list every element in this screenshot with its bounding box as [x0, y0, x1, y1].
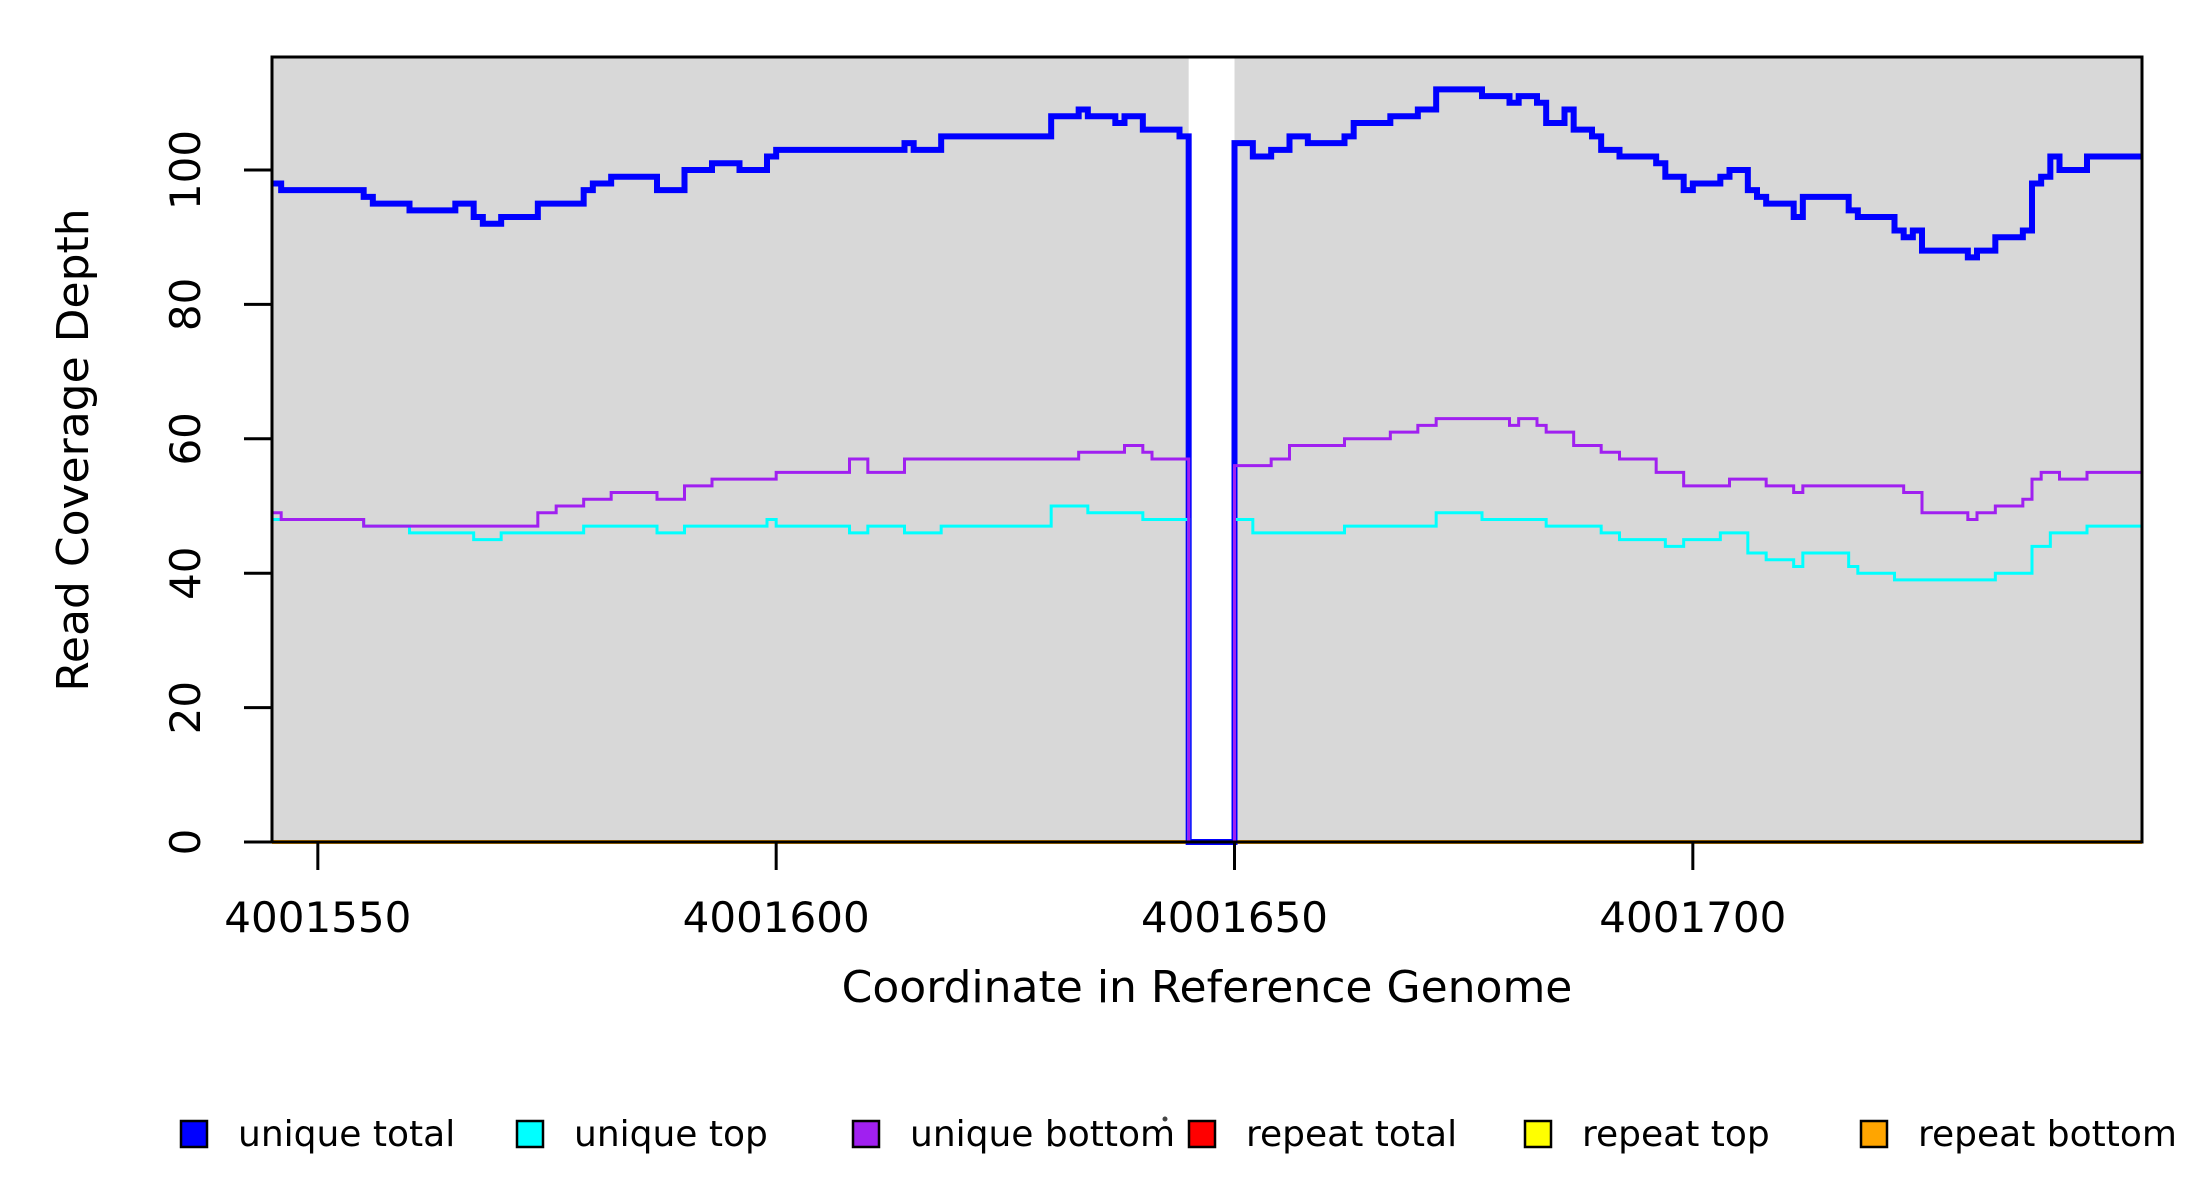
legend-label-unique-bottom: unique bottom [910, 1114, 1175, 1155]
y-tick-label: 60 [161, 412, 210, 465]
plot-background [272, 57, 2142, 842]
legend-swatch-unique-total [179, 1119, 209, 1149]
y-axis: 0 20 40 60 80 100 [161, 130, 271, 855]
series-line-unique-bottom [272, 417, 2142, 844]
plot-border-box [270, 55, 2144, 844]
legend-label-unique-top: unique top [574, 1114, 768, 1155]
legend: unique total unique top unique bottom repea… [179, 1114, 2177, 1155]
stray-dot-mark [1162, 1116, 1168, 1122]
legend-swatch-repeat-top [1523, 1119, 1553, 1149]
legend-swatch-unique-top [515, 1119, 545, 1149]
y-tick-label: 20 [161, 681, 210, 734]
y-tick-label: 0 [161, 829, 210, 856]
legend-label-repeat-bottom: repeat bottom [1918, 1114, 2177, 1155]
x-tick-label: 4001650 [1141, 893, 1328, 942]
x-tick-label: 4001600 [683, 893, 870, 942]
legend-label-repeat-total: repeat total [1246, 1114, 1457, 1155]
x-axis-title: Coordinate in Reference Genome [842, 962, 1573, 1013]
y-tick-label: 40 [161, 546, 210, 599]
series-line-unique-total [272, 86, 2142, 845]
x-axis: 4001550 4001600 4001650 4001700 [224, 843, 1786, 942]
legend-swatch-repeat-total [1187, 1119, 1217, 1149]
legend-label-repeat-top: repeat top [1582, 1114, 1770, 1155]
legend-swatch-unique-bottom [851, 1119, 881, 1149]
y-tick-label: 100 [161, 130, 210, 210]
coverage-gap-band [1188, 57, 1235, 842]
x-tick-label: 4001550 [224, 893, 411, 942]
legend-label-unique-total: unique total [238, 1114, 455, 1155]
y-axis-title: Read Coverage Depth [48, 208, 99, 691]
y-tick-label: 80 [161, 278, 210, 331]
legend-swatch-repeat-bottom [1859, 1119, 1889, 1149]
x-tick-label: 4001700 [1599, 893, 1786, 942]
